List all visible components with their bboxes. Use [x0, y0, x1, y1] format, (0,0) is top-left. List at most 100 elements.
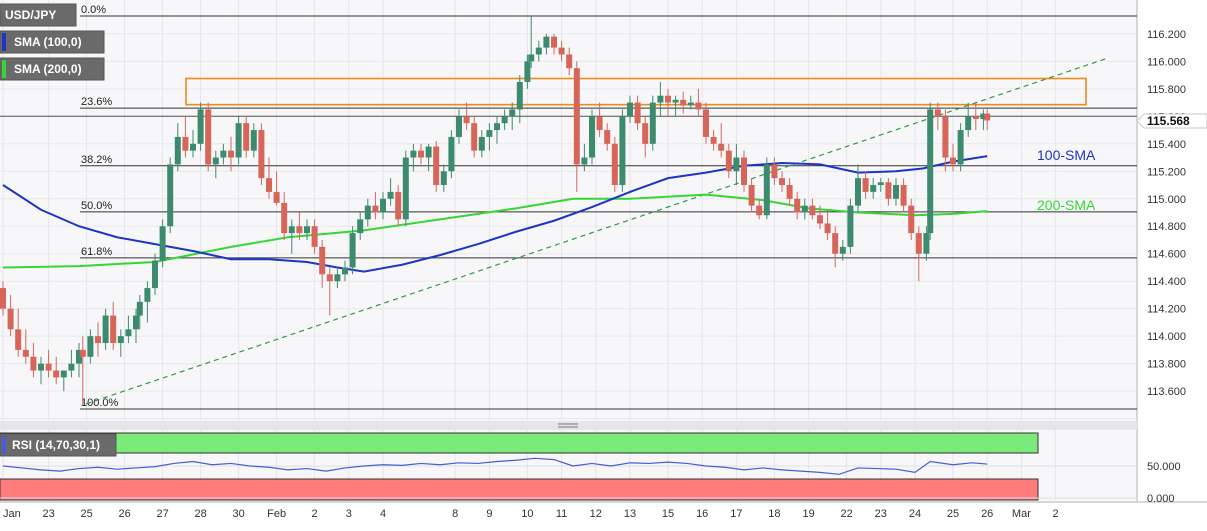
candle [110, 301, 117, 350]
candle-body [763, 164, 770, 216]
candle [756, 198, 763, 220]
time-tick-label: 16 [696, 508, 708, 520]
candle [824, 212, 831, 240]
candle [334, 267, 341, 289]
candle [957, 123, 964, 172]
candles-layer [0, 16, 991, 405]
candle-body [68, 363, 75, 371]
candle [102, 308, 109, 350]
candle [478, 130, 485, 158]
time-tick-label: 18 [768, 508, 780, 520]
time-tick-label: 10 [521, 508, 533, 520]
sma-layer [2, 155, 988, 273]
candle-body [832, 233, 839, 254]
candle [801, 198, 808, 220]
candle-body [326, 274, 333, 282]
candle-body [839, 246, 846, 254]
candle-body [486, 130, 493, 137]
fib-level-label: 61.8% [81, 246, 112, 258]
candle [243, 116, 250, 158]
candle [220, 143, 227, 165]
legend-sma100[interactable]: SMA (100,0) [0, 30, 105, 54]
candle [410, 143, 417, 172]
price-tick-label: 114.000 [1147, 331, 1186, 343]
time-tick-label: 4 [380, 508, 386, 520]
candle [934, 102, 941, 131]
time-tick-label: 23 [875, 508, 887, 520]
candle-body [950, 157, 956, 165]
candle [672, 95, 679, 117]
candle-body [516, 81, 523, 110]
candle [387, 178, 394, 206]
candle [786, 178, 793, 206]
rsi-pane: 50.000 0.000 [0, 432, 1181, 505]
candle-body [102, 315, 109, 344]
pane-splitter[interactable] [0, 421, 1137, 430]
candle-body [649, 102, 656, 144]
candle-body [703, 109, 709, 137]
time-tick-label: 13 [624, 508, 636, 520]
candle [516, 75, 523, 124]
candle [117, 329, 124, 357]
candle [319, 239, 326, 289]
candle [395, 185, 402, 227]
candle-body [695, 102, 702, 110]
candle-body [725, 150, 732, 172]
candle-body [235, 123, 242, 158]
candle [68, 349, 75, 378]
legend-sma200[interactable]: SMA (200,0) [0, 57, 105, 81]
candle [258, 123, 265, 186]
candle-body [801, 205, 808, 213]
time-tick-label: 2 [312, 508, 318, 520]
time-tick-label: 28 [194, 508, 206, 520]
candle-body [79, 349, 86, 357]
legend-symbol[interactable]: USD/JPY [0, 3, 77, 27]
candle [144, 281, 151, 323]
time-tick-label: Feb [267, 508, 286, 520]
candle [862, 171, 869, 199]
candle-body [220, 150, 227, 158]
candle-body [463, 116, 470, 124]
candle [619, 109, 626, 192]
candle-body [771, 164, 778, 179]
candle [710, 130, 717, 151]
candle [197, 102, 204, 151]
candle [893, 178, 899, 206]
candle-body [794, 198, 801, 213]
candle-body [665, 95, 671, 103]
candle [611, 136, 618, 192]
candle-body [847, 205, 854, 247]
price-tick-label: 115.400 [1147, 139, 1186, 151]
rsi-tick-label: 0.000 [1147, 493, 1175, 505]
fib-level-label: 100.0% [81, 397, 119, 409]
candle [733, 143, 740, 186]
candle-body [136, 301, 143, 316]
candle [133, 308, 139, 344]
candle [349, 226, 356, 275]
candle [847, 198, 854, 254]
candle [703, 102, 709, 144]
candle-body [45, 363, 52, 371]
candle [687, 95, 694, 110]
legend-rsi[interactable]: RSI (14,70,30,1) [0, 433, 117, 457]
candle-body [923, 233, 930, 254]
candle-body [657, 95, 664, 103]
pane-splitter-handle[interactable] [558, 423, 578, 428]
main-pane-background [0, 0, 1137, 421]
candle-body [589, 116, 595, 158]
candle-body [402, 157, 409, 220]
candle [425, 143, 432, 172]
candle-body [528, 54, 535, 62]
candle-body [334, 274, 341, 282]
candle [463, 102, 470, 131]
candle-body [710, 136, 717, 144]
candle-body [243, 123, 250, 151]
candle [228, 136, 234, 172]
candle-body [296, 226, 303, 234]
fibonacci-levels: 0.0% 23.6% 38.2% 50.0% 61.8% 100.0% [0, 4, 1137, 410]
candle [494, 116, 500, 144]
rsi-oversold-band [0, 478, 1039, 501]
legend-sma100-swatch [2, 33, 6, 51]
candle [965, 102, 972, 137]
candle-body [551, 36, 557, 48]
